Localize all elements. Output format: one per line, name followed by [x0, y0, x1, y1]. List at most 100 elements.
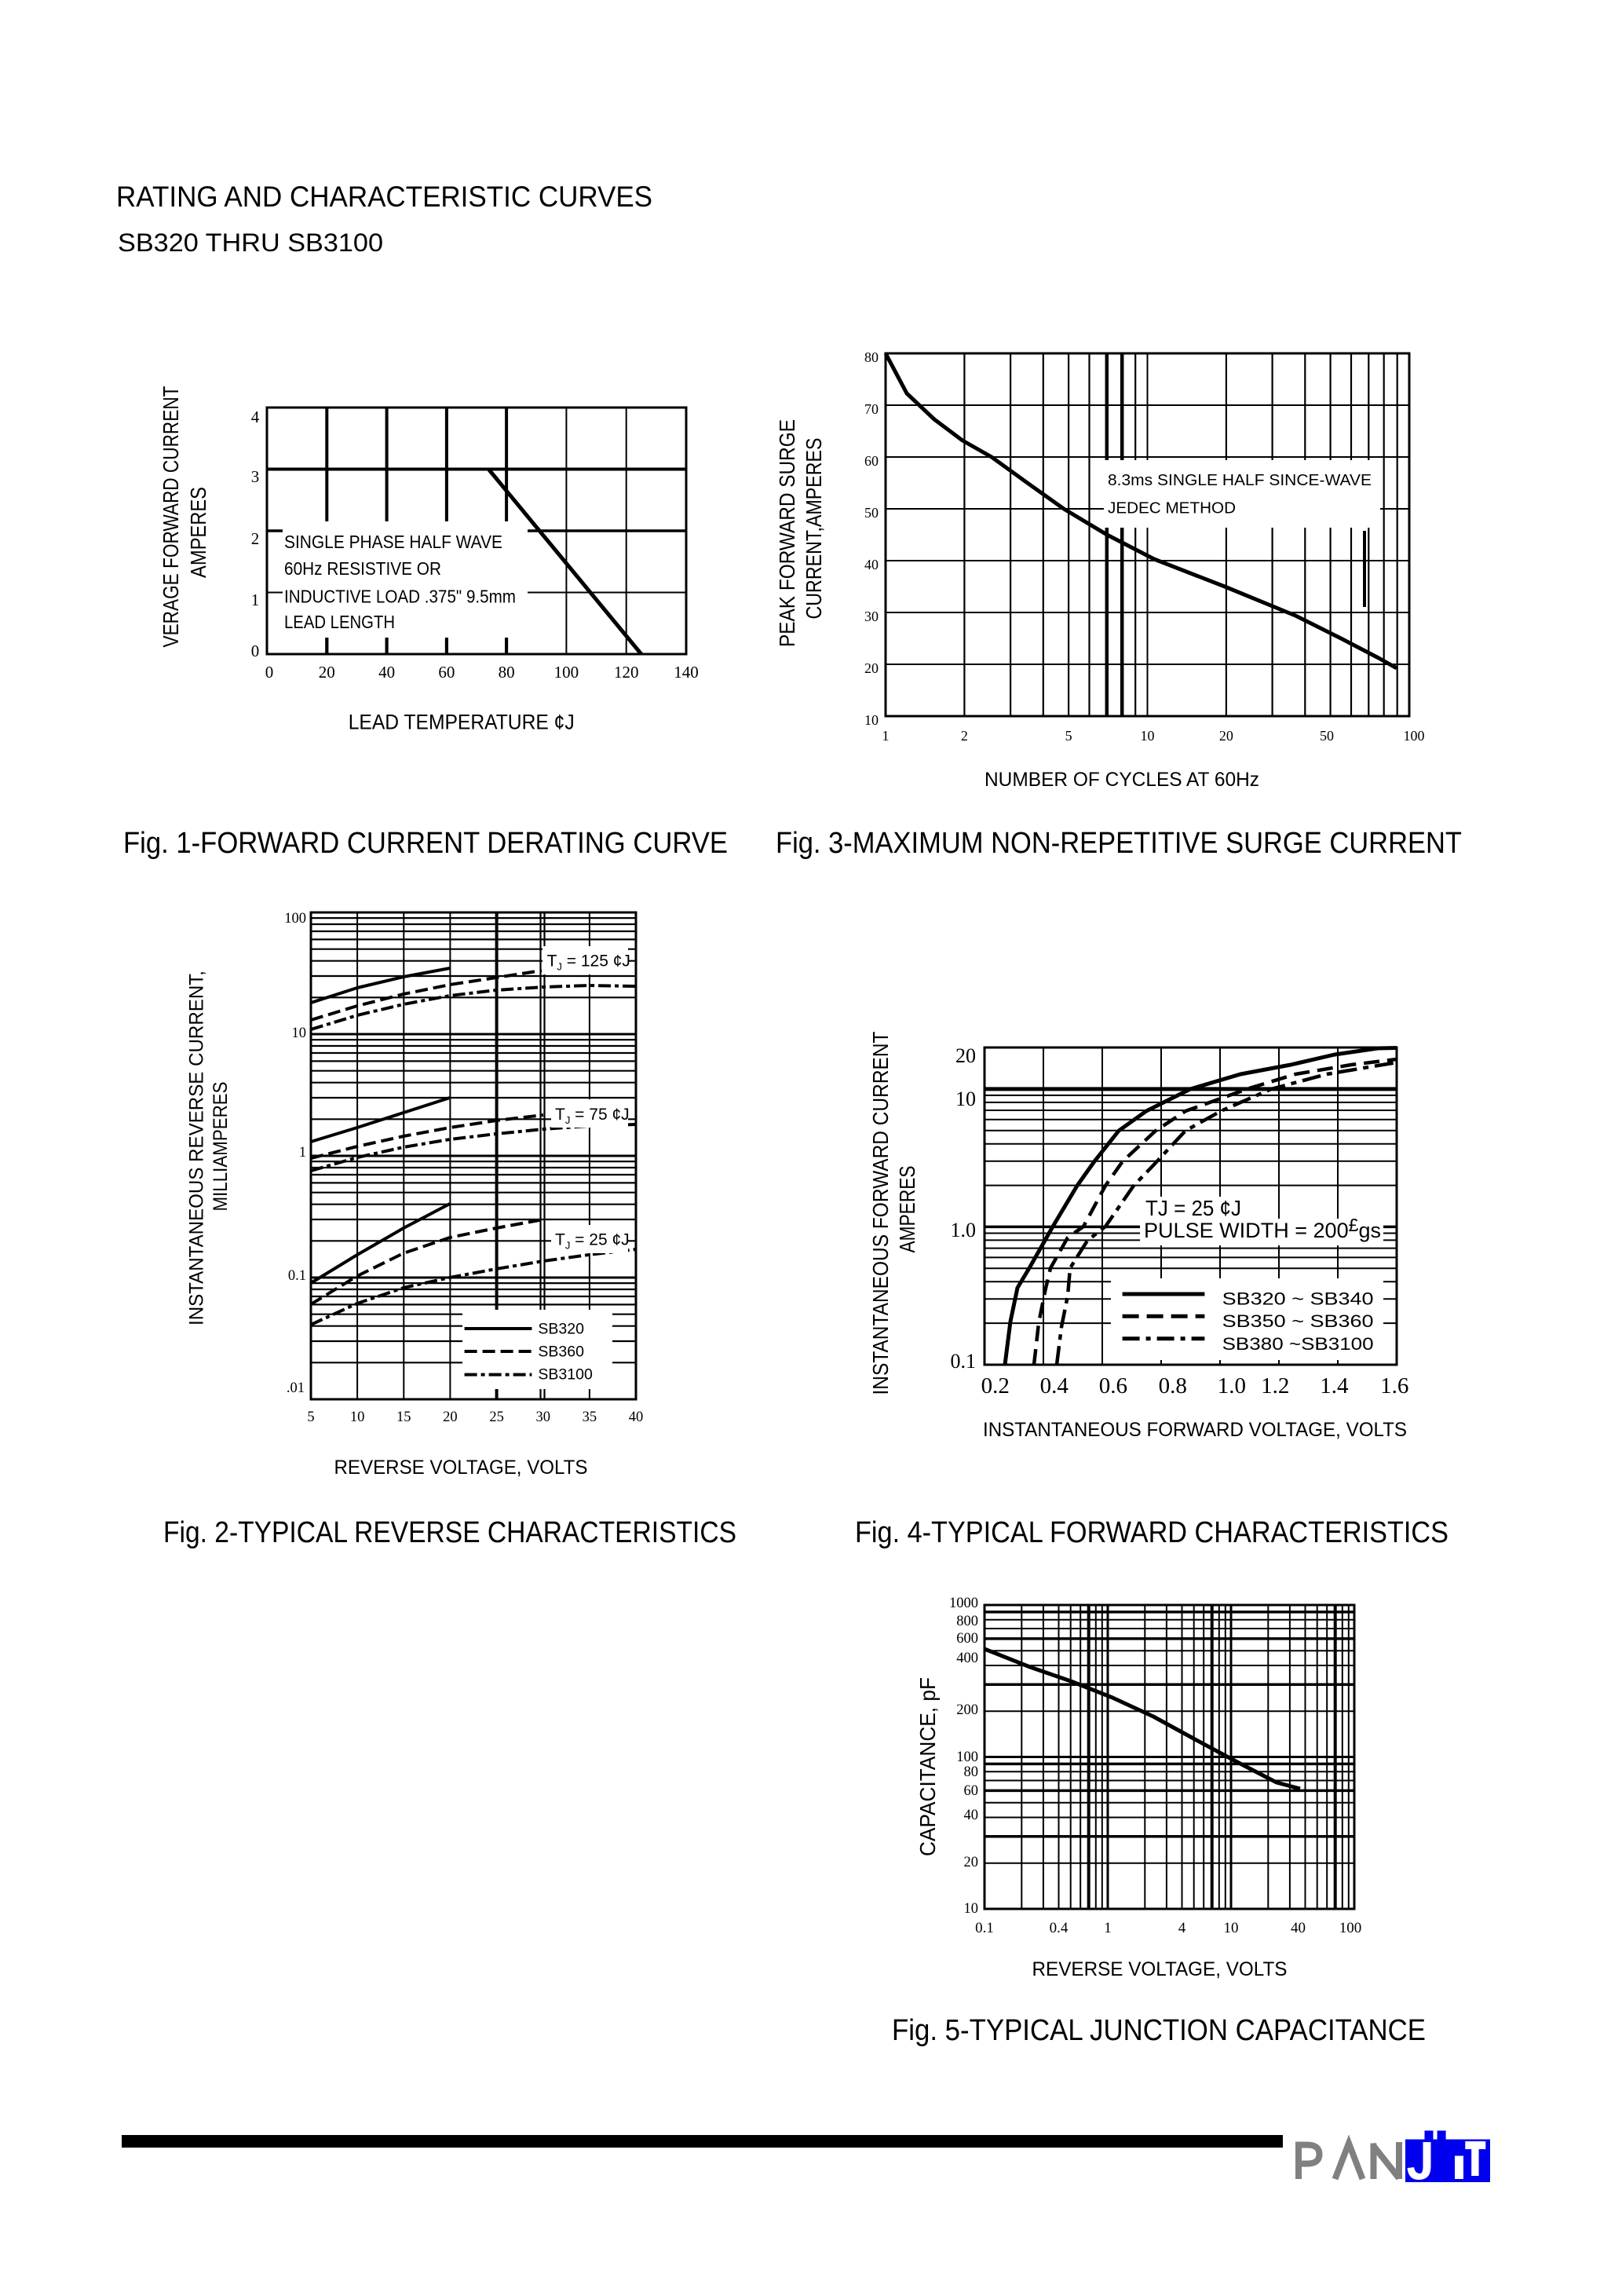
svg-text:80: 80 [864, 349, 879, 365]
svg-text:INDUCTIVE LOAD .375" 9.5mm: INDUCTIVE LOAD .375" 9.5mm [284, 587, 516, 607]
svg-text:1: 1 [882, 728, 890, 744]
svg-text:200: 200 [956, 1702, 978, 1718]
svg-text:0.1: 0.1 [951, 1350, 977, 1373]
svg-text:SB320 THRU SB3100: SB320 THRU SB3100 [118, 229, 383, 257]
svg-text:SB360: SB360 [538, 1344, 584, 1361]
svg-text:35: 35 [583, 1409, 597, 1425]
svg-text:100: 100 [554, 663, 579, 682]
svg-text:10: 10 [955, 1088, 976, 1110]
svg-text:LEAD LENGTH: LEAD LENGTH [284, 612, 395, 632]
svg-text:CAPACITANCE, pF: CAPACITANCE, pF [915, 1677, 940, 1856]
svg-text:1.4: 1.4 [1320, 1373, 1349, 1398]
svg-text:40: 40 [864, 557, 879, 572]
svg-text:10: 10 [1224, 1920, 1239, 1936]
svg-text:80: 80 [499, 663, 515, 682]
svg-text:50: 50 [864, 505, 879, 521]
svg-text:20: 20 [443, 1409, 458, 1425]
svg-text:INSTANTANEOUS REVERSE CURRENT,: INSTANTANEOUS REVERSE CURRENT, [186, 971, 208, 1325]
svg-text:MILLIAMPERES: MILLIAMPERES [210, 1082, 232, 1212]
svg-text:SB320 ~ SB340: SB320 ~ SB340 [1222, 1289, 1374, 1309]
svg-text:Fig. 1-FORWARD CURRENT DERATIN: Fig. 1-FORWARD CURRENT DERATING CURVE [123, 827, 728, 860]
svg-text:20: 20 [319, 663, 335, 682]
svg-text:SB350 ~ SB360: SB350 ~ SB360 [1222, 1311, 1374, 1331]
svg-text:0.4: 0.4 [1050, 1920, 1069, 1936]
svg-text:10: 10 [864, 712, 879, 728]
svg-text:1.0: 1.0 [951, 1219, 977, 1241]
svg-text:TJ = 25 ¢J: TJ = 25 ¢J [555, 1231, 630, 1252]
svg-text:.01: .01 [287, 1380, 305, 1396]
svg-text:INSTANTANEOUS FORWARD CURRENT: INSTANTANEOUS FORWARD CURRENT [868, 1032, 893, 1395]
svg-text:AMPERES: AMPERES [186, 487, 210, 578]
svg-text:10: 10 [350, 1409, 365, 1425]
svg-text:60: 60 [964, 1783, 979, 1799]
svg-text:30: 30 [864, 609, 879, 624]
svg-text:400: 400 [956, 1651, 978, 1666]
svg-text:40: 40 [964, 1808, 979, 1823]
svg-text:60: 60 [864, 453, 879, 469]
svg-text:0.4: 0.4 [1040, 1373, 1069, 1398]
svg-text:Fig. 5-TYPICAL JUNCTION CAPACI: Fig. 5-TYPICAL JUNCTION CAPACITANCE [892, 2014, 1426, 2047]
svg-text:20: 20 [964, 1855, 979, 1870]
svg-text:25: 25 [489, 1409, 504, 1425]
svg-text:1.2: 1.2 [1261, 1373, 1289, 1398]
svg-text:0.8: 0.8 [1159, 1373, 1187, 1398]
svg-text:1000: 1000 [949, 1596, 978, 1611]
svg-text:140: 140 [674, 663, 699, 682]
svg-text:100: 100 [284, 911, 306, 927]
svg-text:800: 800 [956, 1614, 978, 1629]
svg-text:VERAGE FORWARD CURRENT: VERAGE FORWARD CURRENT [159, 386, 183, 648]
svg-text:TJ = 75 ¢J: TJ = 75 ¢J [555, 1106, 630, 1126]
svg-text:100: 100 [1404, 728, 1425, 744]
svg-text:8.3ms SINGLE HALF SINCE-WAVE: 8.3ms SINGLE HALF SINCE-WAVE [1108, 471, 1372, 489]
svg-text:3: 3 [251, 467, 260, 486]
svg-text:REVERSE VOLTAGE, VOLTS: REVERSE VOLTAGE, VOLTS [1032, 1958, 1288, 1980]
svg-text:SB3100: SB3100 [538, 1366, 593, 1384]
svg-text:0: 0 [265, 663, 274, 682]
svg-text:SINGLE PHASE HALF WAVE: SINGLE PHASE HALF WAVE [284, 532, 502, 552]
svg-text:0.6: 0.6 [1099, 1373, 1127, 1398]
svg-text:30: 30 [535, 1409, 550, 1425]
svg-text:120: 120 [614, 663, 639, 682]
svg-text:0.2: 0.2 [981, 1373, 1010, 1398]
svg-text:JEDEC METHOD: JEDEC METHOD [1108, 499, 1236, 517]
svg-text:40: 40 [1291, 1920, 1306, 1936]
svg-text:INSTANTANEOUS FORWARD VOLTAGE,: INSTANTANEOUS FORWARD VOLTAGE, VOLTS [983, 1419, 1407, 1441]
svg-text:600: 600 [956, 1631, 978, 1647]
svg-text:70: 70 [864, 401, 879, 417]
svg-text:2: 2 [961, 728, 968, 744]
svg-text:10: 10 [964, 1901, 979, 1917]
svg-text:1: 1 [299, 1145, 306, 1161]
svg-text:1: 1 [251, 590, 260, 609]
svg-text:Fig. 3-MAXIMUM NON-REPETITIVE: Fig. 3-MAXIMUM NON-REPETITIVE SURGE CURR… [776, 827, 1462, 860]
svg-text:40: 40 [378, 663, 395, 682]
svg-text:100: 100 [956, 1749, 978, 1765]
svg-text:1.6: 1.6 [1380, 1373, 1408, 1398]
svg-text:1.0: 1.0 [1218, 1373, 1246, 1398]
svg-text:20: 20 [1219, 728, 1233, 744]
svg-text:2: 2 [251, 529, 260, 548]
svg-text:80: 80 [964, 1764, 979, 1780]
svg-text:1: 1 [1104, 1920, 1112, 1936]
svg-text:LEAD TEMPERATURE ¢J: LEAD TEMPERATURE ¢J [349, 711, 575, 734]
svg-text:20: 20 [864, 660, 879, 676]
svg-text:4: 4 [1178, 1920, 1186, 1936]
svg-text:TJ = 25 ¢J: TJ = 25 ¢J [1145, 1196, 1241, 1220]
svg-text:RATING AND CHARACTERISTIC CURV: RATING AND CHARACTERISTIC CURVES [116, 181, 652, 213]
svg-text:60: 60 [438, 663, 455, 682]
svg-text:SB380 ~SB3100: SB380 ~SB3100 [1222, 1334, 1374, 1354]
svg-text:0.1: 0.1 [975, 1920, 994, 1936]
svg-text:0.1: 0.1 [288, 1268, 306, 1284]
svg-text:60Hz RESISTIVE OR: 60Hz RESISTIVE OR [284, 558, 441, 579]
svg-text:50: 50 [1320, 728, 1334, 744]
svg-text:Fig. 4-TYPICAL FORWARD CHARACT: Fig. 4-TYPICAL FORWARD CHARACTERISTICS [855, 1516, 1448, 1549]
svg-text:SB320: SB320 [538, 1321, 584, 1338]
svg-text:5: 5 [307, 1409, 314, 1425]
svg-text:REVERSE VOLTAGE, VOLTS: REVERSE VOLTAGE, VOLTS [334, 1457, 588, 1479]
svg-text:5: 5 [1065, 728, 1072, 744]
svg-text:100: 100 [1339, 1920, 1362, 1936]
svg-text:PULSE WIDTH = 200£gs: PULSE WIDTH = 200£gs [1144, 1215, 1381, 1242]
svg-text:CURRENT,AMPERES: CURRENT,AMPERES [802, 438, 826, 620]
svg-text:10: 10 [1141, 728, 1155, 744]
svg-text:4: 4 [251, 408, 260, 426]
svg-text:NUMBER OF CYCLES AT 60Hz: NUMBER OF CYCLES AT 60Hz [985, 769, 1259, 791]
